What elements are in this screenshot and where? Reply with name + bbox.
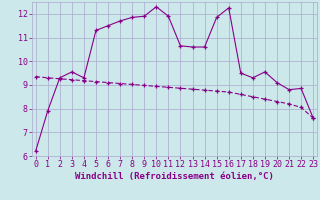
X-axis label: Windchill (Refroidissement éolien,°C): Windchill (Refroidissement éolien,°C) bbox=[75, 172, 274, 181]
